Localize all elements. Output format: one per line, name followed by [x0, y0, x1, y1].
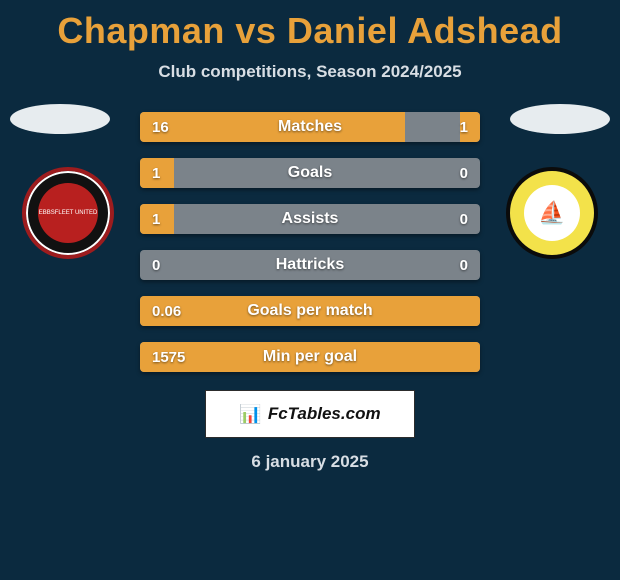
- stat-bars: 161Matches 10Goals 10Assists 00Hattricks 0.0…: [140, 112, 480, 372]
- stat-label: Goals: [140, 158, 480, 188]
- stat-bar: 161Matches: [140, 112, 480, 142]
- content-area: EBBSFLEET UNITED ⛵ 161Matches 10Goals 10As…: [0, 112, 620, 372]
- crest-right-glyph: ⛵: [524, 185, 580, 241]
- stat-bar: 10Assists: [140, 204, 480, 234]
- stat-bar: 0.06Goals per match: [140, 296, 480, 326]
- stat-label: Assists: [140, 204, 480, 234]
- stat-bar: 00Hattricks: [140, 250, 480, 280]
- crest-right: ⛵: [506, 167, 598, 259]
- avatar-left: [10, 104, 110, 134]
- page-subtitle: Club competitions, Season 2024/2025: [0, 62, 620, 82]
- comparison-card: Chapman vs Daniel Adshead Club competiti…: [0, 0, 620, 580]
- crest-left: EBBSFLEET UNITED: [22, 167, 114, 259]
- brand-box: 📊 FcTables.com: [205, 390, 415, 438]
- stat-bar: 10Goals: [140, 158, 480, 188]
- stat-label: Hattricks: [140, 250, 480, 280]
- avatar-right: [510, 104, 610, 134]
- page-title: Chapman vs Daniel Adshead: [0, 0, 620, 52]
- date-text: 6 january 2025: [0, 452, 620, 472]
- brand-text: FcTables.com: [268, 404, 381, 424]
- brand-icon: 📊: [239, 404, 261, 425]
- stat-label: Min per goal: [140, 342, 480, 372]
- crest-left-label: EBBSFLEET UNITED: [38, 183, 98, 243]
- stat-bar: 1575Min per goal: [140, 342, 480, 372]
- stat-label: Goals per match: [140, 296, 480, 326]
- stat-label: Matches: [140, 112, 480, 142]
